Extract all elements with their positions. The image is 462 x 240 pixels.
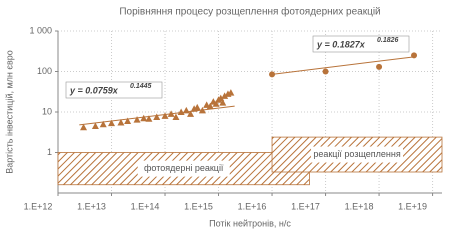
circle-marker	[376, 63, 383, 70]
region-label: реакції розщеплення	[313, 149, 401, 159]
triangle-marker	[193, 103, 201, 111]
triangle-marker	[80, 123, 88, 131]
x-tick-label: 1.E+15	[184, 201, 213, 211]
x-tick-label: 1.E+14	[131, 201, 160, 211]
triangle-marker	[172, 113, 180, 121]
y-tick-label: 10	[42, 106, 52, 116]
triangle-marker	[187, 110, 195, 117]
triangle-marker	[227, 89, 235, 96]
y-tick-label: 100	[37, 66, 52, 76]
trend-line	[271, 56, 415, 75]
triangle-marker	[117, 119, 125, 126]
region-label-bg	[137, 160, 230, 177]
equation-exponent: 0.1445	[130, 83, 152, 90]
chart-title: Порівняння процесу розщеплення фотоядерн…	[119, 6, 380, 18]
y-tick-label: 1	[47, 147, 52, 157]
triangle-marker	[108, 119, 116, 127]
region-label-bg	[311, 146, 404, 163]
triangle-marker	[182, 106, 190, 114]
triangle-marker	[221, 92, 229, 99]
circle-marker	[322, 68, 329, 75]
equation: y = 0.1827x	[316, 39, 366, 49]
triangle-marker	[177, 108, 185, 115]
triangle-marker	[91, 122, 99, 130]
triangle-marker	[167, 110, 175, 117]
x-tick-label: 1.E+18	[345, 201, 374, 211]
triangle-marker	[198, 106, 206, 114]
x-tick-label: 1.E+17	[291, 201, 320, 211]
chart: Порівняння процесу розщеплення фотоядерн…	[4, 6, 443, 228]
x-tick-label: 1.E+19	[398, 201, 427, 211]
triangle-marker	[219, 99, 227, 106]
equation-box	[312, 35, 410, 53]
equation-exponent: 0.1826	[377, 37, 399, 44]
equation-box	[65, 81, 163, 99]
y-tick-label: 1 000	[29, 25, 52, 35]
triangle-marker	[99, 120, 107, 128]
triangle-marker	[206, 102, 214, 110]
triangle-marker	[133, 116, 141, 123]
region-label: фотоядерні реакції	[144, 163, 224, 173]
triangle-marker	[140, 114, 148, 122]
equation: y = 0.0759x	[69, 85, 119, 95]
circle-marker	[411, 52, 418, 59]
x-tick-label: 1.E+13	[77, 201, 106, 211]
x-tick-label: 1.E+12	[24, 201, 53, 211]
triangle-marker	[145, 115, 153, 122]
x-axis-label: Потік нейтронів, н/с	[209, 218, 291, 228]
triangle-marker	[217, 94, 225, 102]
triangle-marker	[124, 117, 132, 124]
triangle-marker	[212, 100, 220, 107]
circle-marker	[269, 71, 276, 78]
triangle-marker	[161, 112, 169, 119]
triangle-marker	[153, 113, 161, 121]
y-axis-label: Вартість інвестицій, млн євро	[4, 50, 14, 174]
x-tick-label: 1.E+16	[238, 201, 267, 211]
